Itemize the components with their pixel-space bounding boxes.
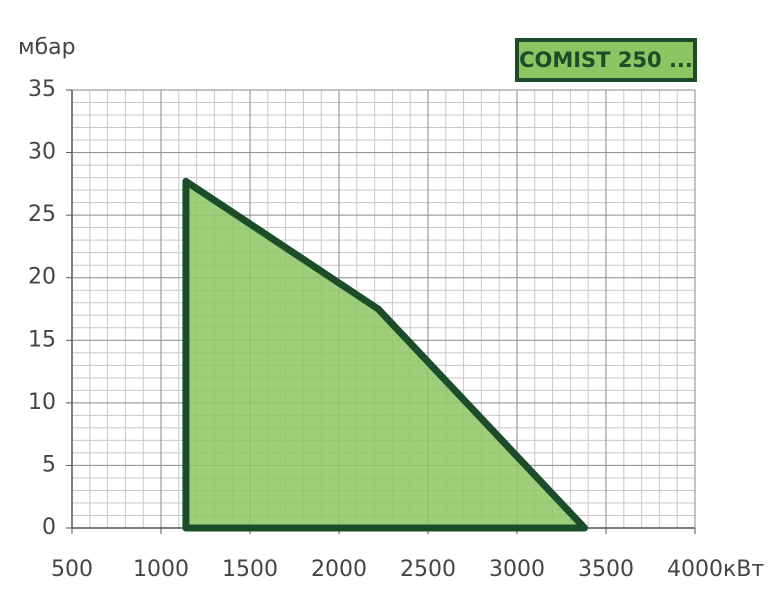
y-axis-label: мбар (18, 35, 76, 60)
y-tick-label: 15 (28, 327, 56, 352)
y-tick-label: 35 (28, 77, 56, 102)
x-tick-label: 2000 (311, 557, 367, 582)
y-tick-label: 25 (28, 202, 56, 227)
x-tick-label: 4000 (667, 557, 723, 582)
y-tick-label: 5 (42, 452, 56, 477)
area (182, 177, 589, 532)
x-tick-label: 2500 (400, 557, 456, 582)
y-tick-label: 20 (28, 265, 56, 290)
legend-box (515, 38, 697, 82)
x-tick-label: 3000 (489, 557, 545, 582)
y-tick-label: 0 (42, 515, 56, 540)
x-tick-label: 1000 (133, 557, 189, 582)
x-tick-label: 3500 (578, 557, 634, 582)
legend-label: COMIST 250 ... (519, 48, 693, 72)
y-tick-label: 10 (28, 390, 56, 415)
x-tick-label: 500 (51, 557, 93, 582)
y-tick-label: 30 (28, 140, 56, 165)
x-axis-label: кВт (723, 557, 764, 582)
x-tick-label: 1500 (222, 557, 278, 582)
